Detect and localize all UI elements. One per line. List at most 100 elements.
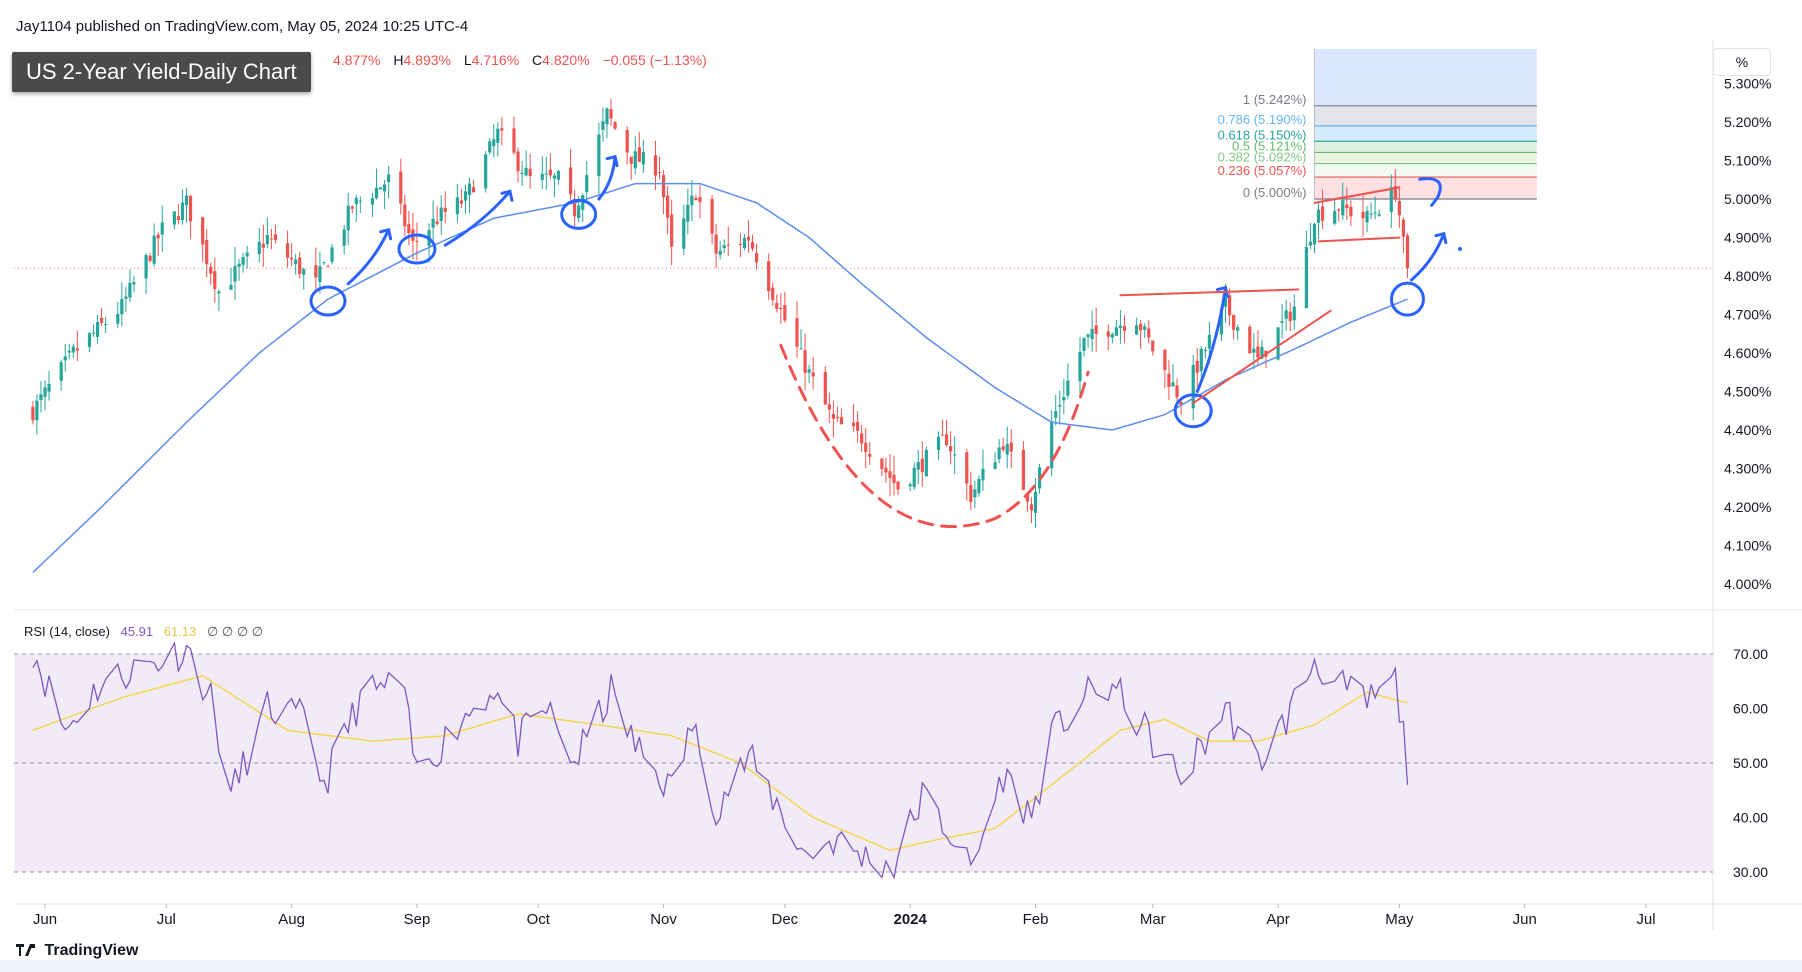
candle-body [342,229,346,246]
candle-body [1284,310,1288,319]
candle [298,251,302,279]
candle-body [1256,346,1260,358]
candle [516,147,520,183]
candle-body [439,207,443,221]
candle [601,107,605,142]
time-tick-label: Jun [1513,911,1537,928]
candle [1175,378,1179,404]
rsi-tick-label: 70.00 [1733,646,1768,662]
candle [229,267,233,291]
candle-body [609,109,613,119]
candle [1167,359,1171,401]
candle-body [1292,306,1296,321]
candle-body [47,383,51,392]
candle-body [1207,334,1211,349]
candle [1066,363,1070,400]
candle [823,366,827,406]
candle [75,330,79,362]
candle [120,282,124,327]
candle [1308,222,1313,250]
candle-body [383,184,387,192]
candle [290,243,294,267]
candle [1082,337,1086,357]
price-tick-label: 5.300% [1724,76,1771,92]
candle [116,302,120,329]
candle-body [1086,334,1090,338]
candle-body [528,168,532,177]
circle-annotation [397,233,437,265]
candle [152,223,156,267]
candle-body [512,128,516,153]
candle [1369,202,1373,220]
candle-body [471,187,476,193]
circle-annotation [1173,393,1213,429]
candle-body [269,238,274,240]
candle-body [160,222,164,235]
candle-body [265,234,269,245]
fib-level-label: 0.618 (5.150%) [1218,127,1307,142]
candle-body [868,453,872,457]
tradingview-logo[interactable]: TradingView [16,942,138,960]
candle-body [1094,325,1098,334]
ohlc-low: 4.716% [471,52,520,68]
candle-body [1405,235,1410,269]
candle [1134,317,1139,336]
candle [767,253,771,300]
candle [1009,429,1013,468]
candle [399,158,403,215]
candle-body [415,240,419,242]
candle-body [496,128,500,143]
percent-scale-button[interactable]: % [1713,48,1771,76]
candle-body [1171,382,1175,387]
candle-body [1341,200,1345,216]
candle-body [771,287,775,301]
candle [856,411,860,443]
rsi-ma-line [32,675,1408,851]
candle-body [1377,214,1381,216]
candle [698,185,702,219]
candle-body [698,197,702,203]
candle [1110,332,1114,344]
candle-body [633,151,637,169]
candle [548,153,552,180]
candle [1405,233,1410,278]
rounding-bottom-annotation [779,343,1090,529]
candle-body [722,245,726,249]
candle-body [467,183,472,196]
candle [795,300,799,358]
candle-body [1219,308,1224,335]
candle-body [370,198,375,205]
candle-body [795,318,799,347]
candle [997,439,1001,464]
candle [884,458,888,483]
candle-body [39,394,43,401]
candle-body [1179,401,1183,405]
candle [682,204,686,256]
candle [156,232,160,257]
rsi-tick-label: 40.00 [1733,810,1768,826]
candle-body [1005,443,1009,455]
rsi-legend: RSI (14, close) 45.91 61.13 ∅ ∅ ∅ ∅ [24,624,270,640]
candle [605,107,609,139]
ohlc-change: −0.055 (−1.13%) [602,52,707,68]
candle-body [1058,404,1062,407]
candle-body [1147,328,1151,338]
candle-body [981,468,985,481]
candle-body [860,433,864,444]
candle-body [540,173,544,180]
candle-body [1054,411,1058,418]
candle [265,217,269,249]
candle [431,200,435,243]
candle-body [831,414,835,419]
candle-body [973,489,977,498]
candle-body [767,261,771,292]
candle [471,179,476,193]
dot-annotation [1458,247,1463,252]
price-tick-label: 4.600% [1724,345,1771,361]
candle-body [156,234,160,239]
candle-body [738,243,742,245]
candle [1191,355,1195,421]
candle [1316,201,1321,240]
candle [908,482,912,491]
candle-body [661,174,666,198]
